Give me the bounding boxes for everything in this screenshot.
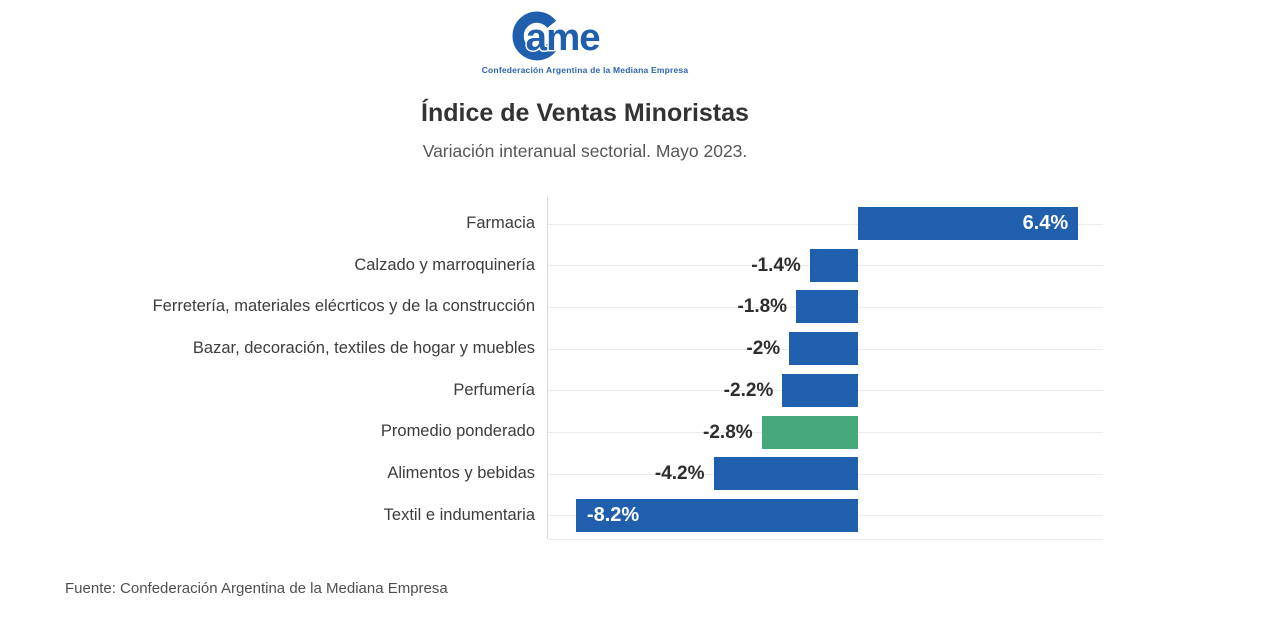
category-label: Farmacia [466,213,535,232]
bar [575,498,858,532]
came-logo: ame Confederación Argentina de la Median… [482,6,689,75]
category-label: Promedio ponderado [380,422,535,441]
came-logo-c-ring [512,11,557,61]
bar [713,457,858,491]
source-note: Fuente: Confederación Argentina de la Me… [65,580,448,597]
chart-title: Índice de Ventas Minoristas [421,99,749,127]
category-label: Ferretería, materiales elécrticos y de l… [152,297,535,316]
value-label: -1.8% [737,296,788,318]
value-label: -1.4% [751,254,801,276]
value-label: -2.8% [703,421,753,443]
bar [809,248,858,282]
came-logo-icon: ame [512,11,603,61]
value-label: -4.2% [654,463,705,485]
value-label: -2% [746,338,781,360]
category-label: Bazar, decoración, textiles de hogar y m… [192,339,535,358]
plot-bottom-line [548,539,1103,540]
came-logo-wordmark: ame [526,16,601,59]
chart-subtitle: Variación interanual sectorial. Mayo 202… [422,141,748,161]
logo-tagline: Confederación Argentina de la Mediana Em… [481,65,689,75]
category-label: Alimentos y bebidas [387,464,535,483]
category-label: Textil e indumentaria [383,505,535,524]
bar [789,332,858,366]
value-label: 6.4% [1022,212,1069,234]
value-label: -2.2% [723,379,774,401]
bar [796,290,858,324]
category-label: Perfumería [453,380,535,399]
category-label: Calzado y marroquinería [354,255,535,274]
bar [782,373,858,407]
y-axis-line [547,197,548,539]
bar [858,207,1079,240]
bar [761,415,858,449]
gridline [548,224,1103,225]
value-label: -8.2% [586,503,640,526]
